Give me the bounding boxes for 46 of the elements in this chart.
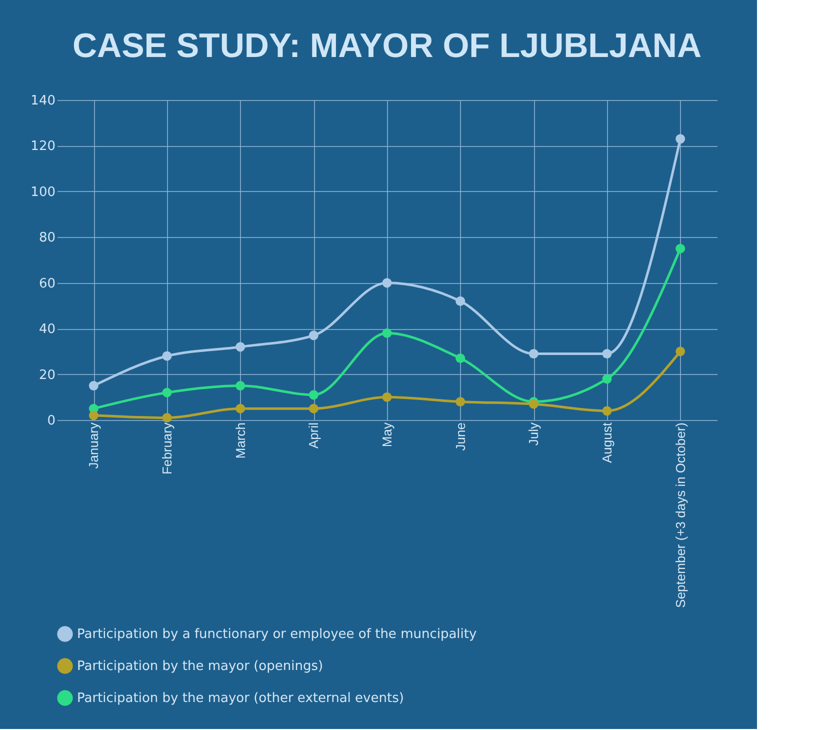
y-tick-label: 20 — [38, 368, 56, 383]
point — [456, 396, 466, 406]
y-tick-label: 0 — [47, 414, 56, 428]
y-tick-label: 120 — [30, 139, 56, 154]
point — [236, 380, 246, 390]
point — [236, 404, 246, 414]
point — [676, 244, 686, 254]
x-tick-label: January — [86, 422, 102, 469]
point — [528, 399, 538, 409]
y-tick-label: 40 — [38, 322, 56, 338]
y-tick-label: 140 — [30, 94, 56, 108]
point — [88, 410, 98, 420]
point — [456, 296, 466, 306]
point — [602, 348, 612, 358]
x-tick-label: April — [306, 422, 322, 449]
x-tick-label: May — [380, 422, 394, 448]
point — [456, 354, 466, 364]
point — [162, 412, 172, 422]
x-tick-label: June — [452, 422, 468, 451]
point — [528, 348, 538, 358]
chart-title: CASE STUDY: MAYOR OF LJUBLJANA — [72, 27, 702, 65]
x-tick-label: July — [526, 422, 542, 446]
point — [236, 342, 246, 352]
y-tick-label: 80 — [38, 230, 56, 246]
point — [676, 346, 686, 356]
point — [602, 374, 612, 384]
y-tick-label: 100 — [30, 184, 56, 200]
point — [602, 406, 612, 416]
point — [382, 328, 392, 338]
legend-label: Participation by the mayor (openings) — [77, 659, 324, 674]
point — [382, 392, 392, 402]
point — [162, 351, 172, 361]
legend-label: Participation by the mayor (other external events) — [77, 691, 404, 706]
point — [308, 390, 318, 400]
point — [676, 134, 686, 144]
point — [88, 380, 98, 390]
point — [162, 388, 172, 398]
point — [308, 404, 318, 414]
point — [308, 330, 318, 340]
x-tick-label: August — [600, 422, 614, 463]
y-tick-label: 60 — [38, 276, 56, 292]
point — [382, 278, 392, 288]
x-tick-label: February — [160, 422, 174, 475]
x-tick-label: September (+3 days in October) — [672, 422, 688, 608]
x-tick-label: March — [232, 422, 248, 459]
legend-label: Participation by a functionary or employee of the muncipality — [77, 627, 478, 642]
